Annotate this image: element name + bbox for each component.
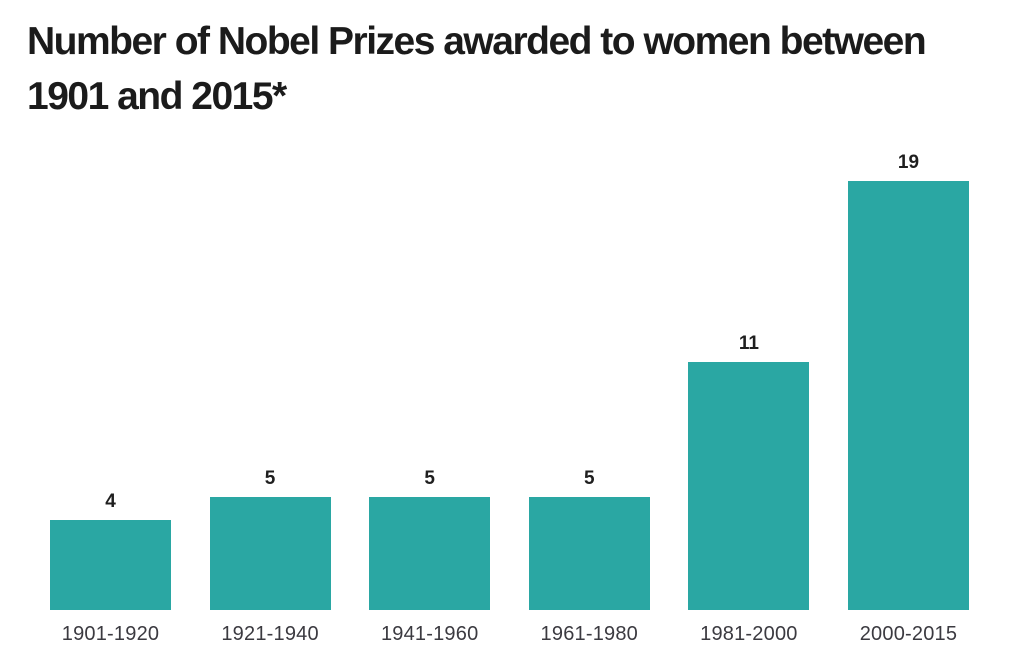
bar: [209, 497, 331, 610]
bar-value-label: 5: [264, 468, 276, 489]
bar: [528, 497, 650, 610]
bar: [369, 497, 491, 610]
bar-column: 5 1941-1960: [369, 140, 491, 648]
bar-value-label: 5: [424, 468, 435, 489]
chart-title-line2: 1901 and 2015*: [27, 75, 287, 119]
x-axis-label: 1941-1960: [380, 623, 479, 645]
bar-chart-plot-area: 4 1901-1920 5 1921-1940 5 1941-1960 5 1961-1980…: [50, 140, 969, 648]
chart-title-line1: Number of Nobel Prizes awarded to women …: [27, 20, 927, 63]
x-axis-label: 1921-1940: [221, 623, 319, 645]
bar-value-label: 19: [897, 152, 920, 173]
bar: [688, 362, 810, 610]
bar-column: 11 1981-2000: [688, 140, 810, 648]
x-axis-label: 1901-1920: [61, 623, 160, 645]
bar-value-label: 5: [583, 468, 595, 489]
bar-column: 5 1921-1940: [209, 140, 331, 648]
bar: [50, 520, 171, 610]
bar-column: 19 2000-2015: [847, 140, 969, 648]
bar: [847, 181, 969, 610]
bar-column: 4 1901-1920: [50, 140, 171, 648]
chart-title: Number of Nobel Prizes awarded to women …: [27, 14, 927, 125]
bar-value-label: 4: [105, 491, 116, 512]
bar-value-label: 11: [738, 333, 759, 354]
x-axis-label: 1961-1980: [540, 623, 638, 645]
x-axis-label: 1981-2000: [700, 623, 798, 645]
x-axis-label: 2000-2015: [859, 623, 958, 645]
bar-column: 5 1961-1980: [528, 140, 650, 648]
